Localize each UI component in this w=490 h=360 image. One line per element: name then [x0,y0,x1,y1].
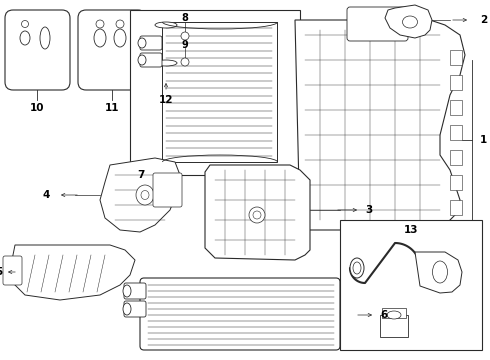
FancyBboxPatch shape [140,278,340,350]
Ellipse shape [249,207,265,223]
Ellipse shape [402,16,417,28]
Bar [450,100,462,115]
Ellipse shape [181,58,189,66]
Ellipse shape [20,31,30,45]
Ellipse shape [123,303,131,315]
Ellipse shape [123,285,131,297]
Text: 13: 13 [404,225,418,235]
Ellipse shape [40,27,50,49]
Bar [450,50,462,65]
Ellipse shape [350,258,364,278]
Polygon shape [295,20,465,232]
FancyBboxPatch shape [124,301,146,317]
Ellipse shape [155,60,177,66]
Bar [340,220,482,350]
FancyBboxPatch shape [5,10,70,90]
Ellipse shape [253,211,261,219]
Text: 1: 1 [480,135,487,145]
Bar [382,308,406,318]
Polygon shape [10,245,135,300]
Bar [450,125,462,140]
Text: 4: 4 [43,190,50,200]
FancyBboxPatch shape [140,36,162,50]
Ellipse shape [138,38,146,48]
FancyBboxPatch shape [347,7,408,41]
FancyBboxPatch shape [78,10,146,90]
Bar [155,25,177,63]
Ellipse shape [155,22,177,28]
Ellipse shape [114,29,126,47]
Text: 10: 10 [30,103,44,113]
FancyBboxPatch shape [124,283,146,299]
Polygon shape [415,252,462,293]
Text: 6: 6 [380,310,387,320]
Text: 9: 9 [182,40,188,50]
Polygon shape [100,158,180,232]
FancyBboxPatch shape [140,53,162,67]
Bar [450,175,462,190]
Bar [450,150,462,165]
Text: 7: 7 [137,170,145,180]
Polygon shape [205,165,310,260]
Ellipse shape [387,311,401,319]
Text: 8: 8 [182,13,189,23]
Bar [162,22,277,162]
Ellipse shape [94,29,106,47]
Ellipse shape [96,20,104,28]
Ellipse shape [22,21,28,27]
Ellipse shape [116,20,124,28]
Bar [450,75,462,90]
Text: 11: 11 [105,103,119,113]
Text: 2: 2 [480,15,487,25]
Text: 3: 3 [365,205,372,215]
Ellipse shape [353,262,361,274]
Text: 12: 12 [159,95,173,105]
Ellipse shape [141,190,149,199]
Ellipse shape [138,55,146,65]
Polygon shape [385,5,432,38]
Bar [130,10,300,175]
Text: 5: 5 [0,267,2,277]
Ellipse shape [181,32,189,40]
Bar [150,37,182,47]
Bar [450,200,462,215]
FancyBboxPatch shape [153,173,182,207]
Ellipse shape [136,185,154,205]
FancyBboxPatch shape [3,256,22,285]
Ellipse shape [433,261,447,283]
Bar [380,315,408,337]
